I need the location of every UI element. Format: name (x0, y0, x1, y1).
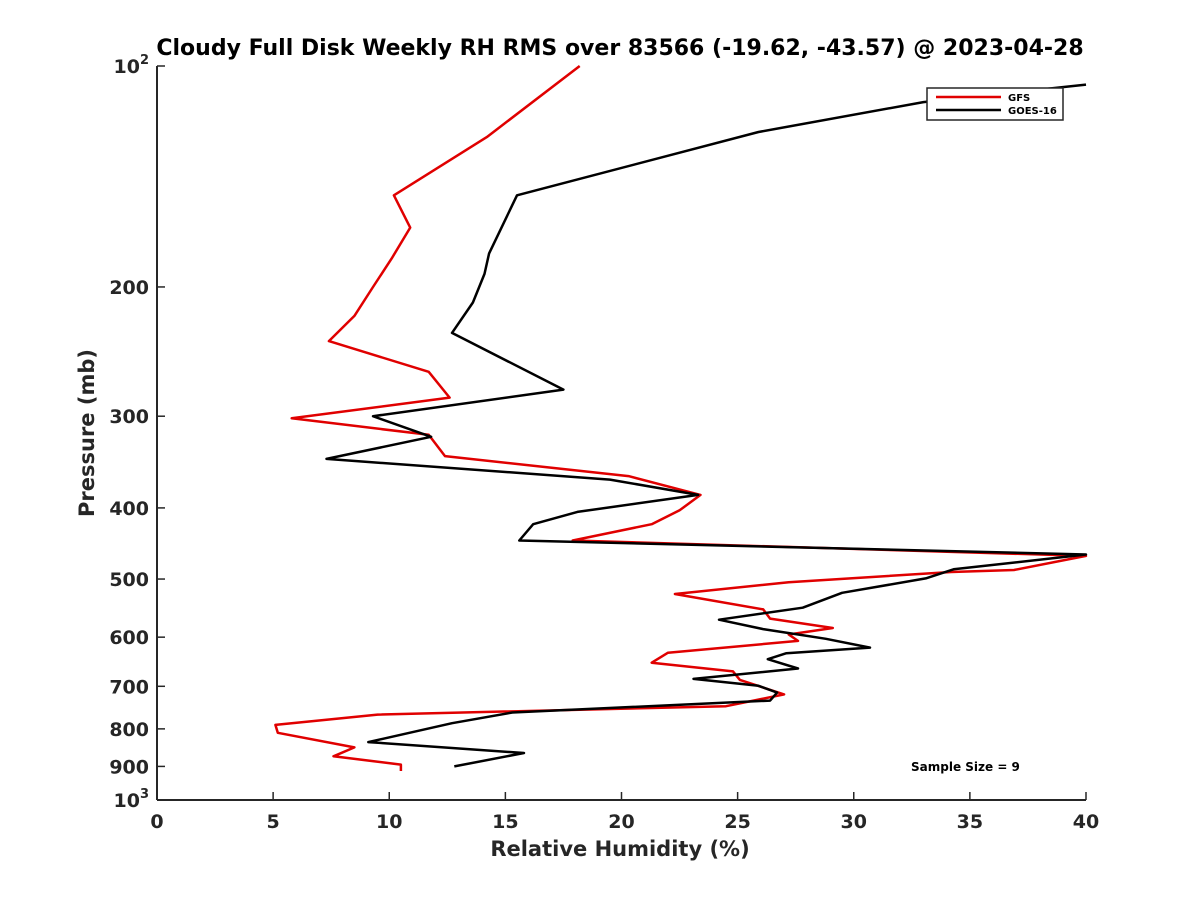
x-tick-label: 0 (150, 811, 163, 833)
y-tick-label: 103 (114, 787, 150, 812)
x-tick-label: 10 (376, 811, 402, 833)
x-tick-label: 30 (841, 811, 867, 833)
y-tick-label: 700 (109, 676, 149, 698)
y-tick-label: 900 (109, 756, 149, 778)
legend: GFS GOES-16 (926, 87, 1064, 121)
legend-box (926, 87, 1064, 121)
x-tick-label: 35 (957, 811, 983, 833)
y-tick-label: 800 (109, 719, 149, 741)
y-tick-label: 200 (109, 277, 149, 299)
y-tick-label: 300 (109, 406, 149, 428)
series-line-goes-16 (325, 83, 1088, 768)
plot-area: 0 5 10 15 20 25 30 35 40 102 200 300 400 500 600 700 800… (109, 53, 1099, 833)
x-tick-label: 40 (1073, 811, 1099, 833)
legend-label-gfs: GFS (1008, 93, 1030, 104)
x-tick-label: 5 (267, 811, 280, 833)
x-axis-label: Relative Humidity (%) (490, 837, 749, 861)
y-tick-label: 500 (109, 569, 149, 591)
series-line-gfs (274, 65, 1088, 771)
legend-label-goes-16: GOES-16 (1008, 106, 1057, 117)
y-tick-label: 102 (114, 53, 150, 78)
series-layer (274, 65, 1088, 771)
y-tick-label: 600 (109, 627, 149, 649)
y-axis-label: Pressure (mb) (75, 349, 99, 517)
chart-title: Cloudy Full Disk Weekly RH RMS over 8356… (156, 36, 1083, 61)
y-tick-label: 400 (109, 498, 149, 520)
x-tick-label: 25 (724, 811, 750, 833)
x-tick-label: 15 (492, 811, 518, 833)
x-tick-label: 20 (608, 811, 634, 833)
sample-size-annotation: Sample Size = 9 (911, 760, 1020, 774)
